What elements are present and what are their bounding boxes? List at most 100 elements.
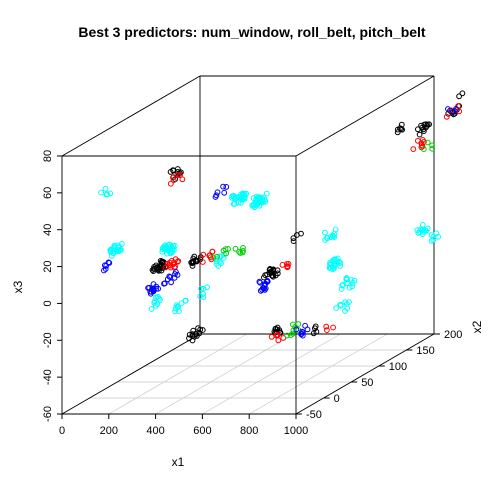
data-point-blue [453,106,459,112]
data-point-green [295,321,302,327]
data-point-red [418,140,425,147]
data-point-red [275,337,282,344]
data-point-cyan [171,242,178,249]
y-tick-label: 50 [361,377,373,389]
data-point-cyan [204,284,210,291]
data-point-blue [221,189,228,196]
data-point-cyan [107,190,114,197]
data-point-black [189,263,196,269]
data-point-black [423,124,429,131]
data-point-blue [213,192,220,199]
data-point-cyan [340,281,347,288]
data-point-blue [102,262,108,269]
data-point-cyan [233,194,240,201]
data-point-red [443,113,450,120]
z-axis-label: x3 [11,280,25,293]
data-point-cyan [103,191,110,198]
data-point-black [394,126,401,133]
data-point-black [456,93,463,100]
data-point-cyan [200,294,207,301]
data-point-blue [262,280,269,287]
data-point-cyan [253,196,260,203]
data-point-cyan [151,299,158,306]
data-point-black [459,90,466,97]
data-point-green [424,139,431,146]
data-point-red [324,327,330,334]
box-edge [61,333,201,415]
grid-line-x [108,333,247,415]
data-point-blue [166,273,173,280]
data-point-cyan [256,195,263,201]
data-point-black [312,323,319,330]
data-point-red [177,172,183,179]
data-point-green [290,327,297,334]
x-axis-label: x1 [172,455,185,469]
data-point-red [170,177,177,184]
data-point-blue [147,290,154,297]
data-point-red [199,259,206,265]
data-point-green [420,146,427,153]
data-point-black [199,327,206,333]
data-point-black [270,273,277,280]
data-point-red [200,251,207,258]
data-point-blue [304,326,311,333]
data-point-cyan [239,194,246,201]
data-point-black [294,232,300,238]
data-point-cyan [343,276,350,282]
data-point-red [275,332,281,338]
data-point-black [272,325,279,332]
grid-line-x [202,333,341,415]
data-point-black [290,235,297,242]
data-point-red [167,180,174,187]
data-point-black [264,271,271,278]
data-point-red [419,137,426,143]
data-point-cyan [111,243,118,250]
data-point-green [429,142,436,149]
data-point-cyan [172,308,179,315]
z-tick-label: -60 [42,406,54,422]
data-point-cyan [117,247,124,254]
y-tick-label: 200 [444,329,462,341]
data-point-black [151,264,158,270]
data-point-cyan [157,297,163,304]
data-point-cyan [420,228,427,235]
data-point-cyan [339,282,346,289]
data-point-cyan [435,233,442,240]
data-point-red [285,261,292,267]
x-tick-label: 800 [240,425,258,437]
data-point-green [232,245,239,252]
data-point-green [214,253,220,260]
data-point-cyan [414,227,421,234]
data-point-cyan [239,191,246,198]
data-point-cyan [349,280,356,286]
x-tick-label: 0 [59,425,65,437]
data-point-red [179,176,186,183]
z-tick-label: 0 [42,300,54,306]
data-point-black [394,129,401,136]
data-point-green [222,246,229,253]
data-point-cyan [166,246,173,253]
z-tick-label: 40 [42,224,54,236]
data-point-red [167,264,174,271]
data-point-cyan [333,261,340,268]
data-point-cyan [109,253,115,259]
data-point-red [174,258,181,265]
data-point-cyan [259,198,266,205]
data-point-black [191,333,198,340]
grid-line-x [155,333,294,415]
data-point-blue [298,330,305,337]
data-point-cyan [422,227,429,234]
z-tick-label: 20 [42,260,54,272]
data-point-cyan [337,301,344,308]
data-point-cyan [220,255,227,261]
data-point-cyan [322,229,328,236]
data-point-red [168,258,175,264]
data-point-cyan [173,302,180,309]
data-point-cyan [107,247,114,253]
data-point-black [268,268,275,274]
data-point-cyan [148,306,155,312]
z-tick-label: -20 [42,332,54,348]
data-point-cyan [198,285,205,292]
data-point-blue [167,274,174,281]
